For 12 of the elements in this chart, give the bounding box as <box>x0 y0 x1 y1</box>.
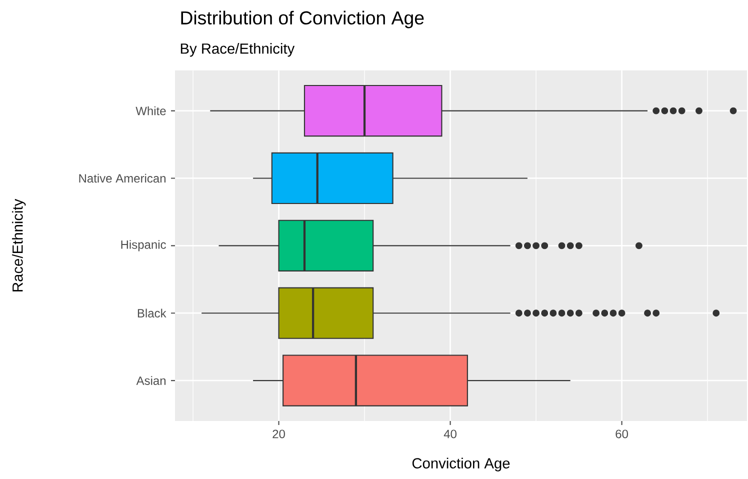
x-axis-title: Conviction Age <box>412 458 510 472</box>
y-tick-label: White <box>136 106 166 116</box>
y-tick-label: Native American <box>79 174 166 183</box>
y-tick-label: Hispanic <box>121 240 166 252</box>
y-tick-label: Black <box>138 308 166 318</box>
chart-subtitle: By Race/Ethnicity <box>180 43 295 57</box>
x-tick-label: 20 <box>272 430 285 438</box>
x-tick-label: 60 <box>616 430 628 438</box>
y-tick-label: Asian <box>136 376 166 385</box>
x-tick-label: 40 <box>444 430 456 438</box>
y-axis-title: Race/Ethnicity <box>12 198 26 292</box>
chart-title: Distribution of Conviction Age <box>181 10 424 28</box>
